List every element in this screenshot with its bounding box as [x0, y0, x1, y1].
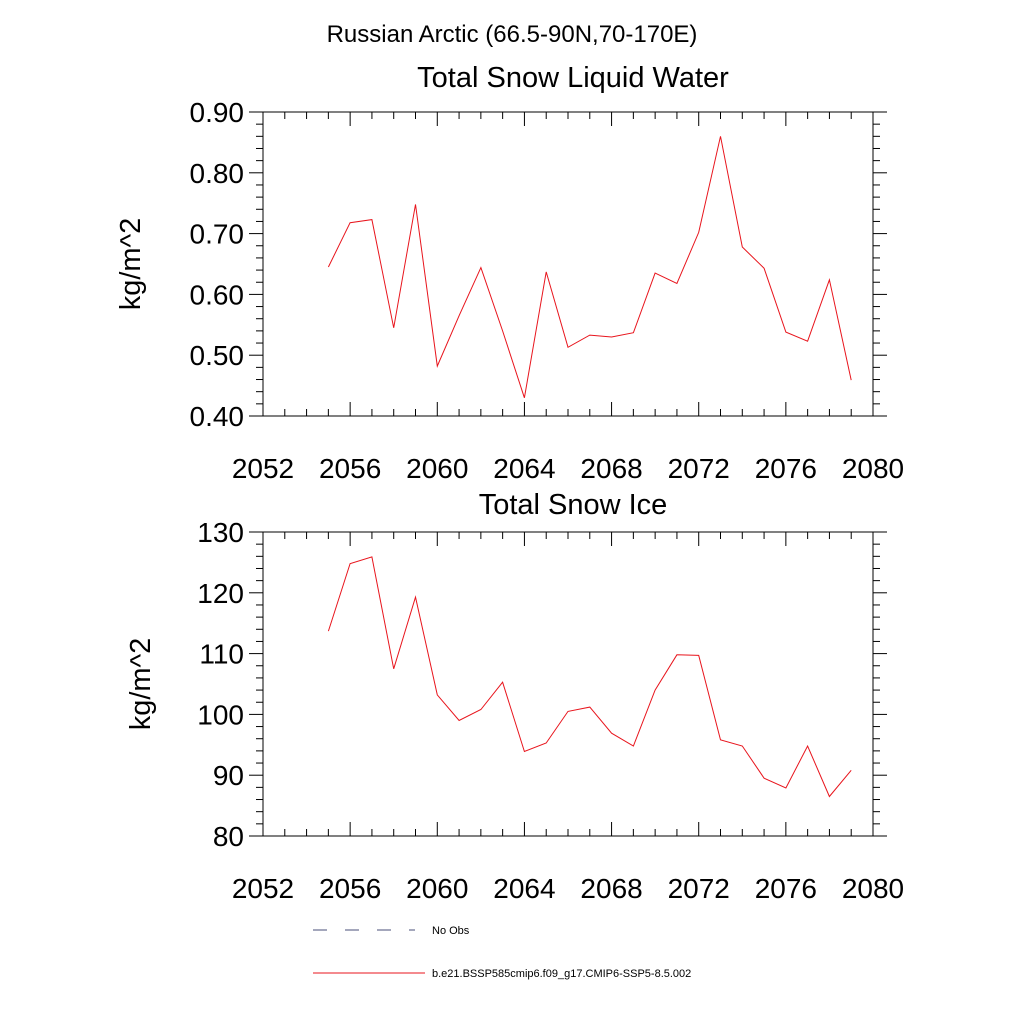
x-tick-label: 2068 — [580, 453, 642, 484]
x-tick-label: 2060 — [406, 873, 468, 904]
x-tick-label: 2076 — [755, 873, 817, 904]
x-tick-label: 2052 — [232, 453, 294, 484]
y-tick-label: 110 — [199, 639, 244, 670]
y-tick-label: 120 — [197, 578, 244, 609]
y-axis-label: kg/m^2 — [125, 638, 157, 731]
plot-frame — [262, 111, 874, 417]
y-tick-label: 0.50 — [190, 340, 245, 371]
legend-label-model-run: b.e21.BSSP585cmip6.f09_g17.CMIP6-SSP5-8.… — [432, 968, 691, 980]
legend-entry-no-obs: No Obs — [313, 925, 470, 937]
x-tick-label: 2068 — [580, 873, 642, 904]
figure-suptitle: Russian Arctic (66.5-90N,70-170E) — [327, 21, 698, 48]
chart-title: Total Snow Liquid Water — [417, 62, 729, 94]
plot-frame — [262, 531, 874, 837]
x-tick-label: 2064 — [493, 873, 555, 904]
chart-panel-snow-liquid-water: Total Snow Liquid Water kg/m^2 2052 2056 206… — [115, 62, 904, 484]
x-tick-label: 2060 — [406, 453, 468, 484]
x-tick-label: 2056 — [319, 453, 381, 484]
x-tick-label: 2076 — [755, 453, 817, 484]
y-tick-label: 0.80 — [190, 158, 245, 189]
x-tick-label: 2056 — [319, 873, 381, 904]
x-tick-label: 2080 — [842, 873, 904, 904]
series-line — [327, 556, 852, 798]
x-tick-label: 2064 — [493, 453, 555, 484]
y-tick-label: 100 — [197, 699, 244, 730]
series-line — [327, 136, 852, 398]
x-tick-label: 2052 — [232, 873, 294, 904]
y-tick-label: 0.40 — [190, 401, 245, 432]
y-tick-label: 0.60 — [190, 279, 245, 310]
y-tick-label: 80 — [213, 821, 244, 852]
y-tick-label: 90 — [213, 760, 244, 791]
x-tick-label: 2080 — [842, 453, 904, 484]
y-tick-label: 0.70 — [190, 219, 245, 250]
chart-panel-snow-ice: Total Snow Ice kg/m^2 2052 2056 2060 2064 2068… — [125, 489, 904, 904]
y-axis-label: kg/m^2 — [115, 218, 147, 311]
legend: No Obs b.e21.BSSP585cmip6.f09_g17.CMIP6-… — [313, 925, 691, 980]
legend-entry-model-run: b.e21.BSSP585cmip6.f09_g17.CMIP6-SSP5-8.… — [313, 968, 691, 980]
y-tick-label: 0.90 — [190, 97, 245, 128]
y-tick-label: 130 — [197, 517, 244, 548]
x-tick-label: 2072 — [668, 453, 730, 484]
legend-label-no-obs: No Obs — [432, 925, 470, 937]
chart-title: Total Snow Ice — [479, 489, 668, 521]
x-tick-label: 2072 — [668, 873, 730, 904]
